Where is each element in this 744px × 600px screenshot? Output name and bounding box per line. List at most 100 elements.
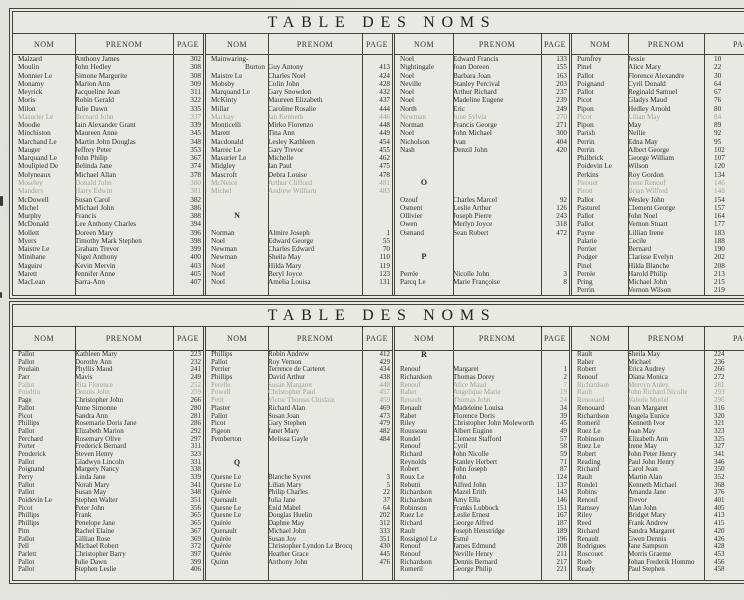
nom-cell: Perrier [211, 365, 231, 374]
group-header-row: NOM PRENOM PAGE [13, 34, 203, 55]
column-header: NOM [226, 334, 248, 343]
nom-cell: Moulin [18, 63, 40, 72]
nom-cell: Roux Le [400, 473, 425, 481]
prenom-cell: Brian Wilfred [628, 187, 668, 196]
prenom-cell: Frank [75, 511, 92, 520]
page-cell: 432 [379, 88, 390, 97]
group-header-row: NOM PRENOM PAGE [572, 34, 744, 55]
nom-cell: Meyrick [18, 88, 43, 97]
page-cell: 353 [190, 145, 201, 154]
table-row: Robinson Elizabeth Ann 325 [572, 435, 744, 444]
prenom-cell: Bernard [628, 245, 652, 254]
table-row: Renault Thomas John 24 [395, 396, 569, 405]
nom-cell: Newman [400, 112, 426, 121]
column-header: PAGE [176, 39, 200, 49]
blank-row [395, 187, 569, 195]
table-row: Plaster Richard Alan 469 [206, 403, 392, 413]
table-row: Renouf Diana Monica 272 [572, 373, 744, 382]
prenom-cell: Diana Monica [628, 373, 668, 382]
prenom-cell: Julie Dawn [75, 557, 107, 566]
page-cell: 202 [379, 511, 391, 520]
nom-cell: Neville [400, 79, 422, 88]
nom-cell: Rodrigues [577, 542, 606, 551]
column-divider [362, 327, 363, 581]
page-cell: 157 [714, 203, 725, 212]
page-cell: 316 [714, 403, 725, 412]
prenom-cell: Richard Alan [268, 403, 306, 412]
page-cell: 444 [379, 104, 390, 113]
page-cell: 270 [556, 112, 567, 121]
section-letter: Q [206, 458, 392, 467]
prenom-cell: Edward Francis [453, 55, 499, 63]
nom-cell: Nightingale [400, 63, 434, 72]
page-cell: 188 [714, 236, 725, 245]
page-cell: 123 [379, 269, 390, 278]
prenom-cell: Martin Alan [628, 473, 663, 481]
prenom-cell: Michael Allan [75, 170, 116, 179]
table-row: Robinson Franks Lubbock 151 [395, 503, 569, 513]
nom-cell: Renouf [577, 373, 598, 382]
table-row: Rodrigues Jane Sampson 428 [572, 542, 744, 551]
column-header: NOM [226, 39, 248, 49]
table-row: Rault Martin Alan 352 [572, 473, 744, 482]
page-cell: 219 [714, 286, 725, 295]
page-cell: 445 [379, 549, 391, 558]
nom-cell: Robert [577, 365, 597, 374]
section-letter-label: N [234, 211, 240, 221]
nom-cell: Rabet [400, 388, 417, 397]
table-row: Moulin John Hedley 308 [13, 63, 203, 71]
prenom-cell: Lesley Kathleen [268, 137, 315, 146]
prenom-cell: Susan May [75, 488, 107, 497]
table-row: Perrier Bernard 190 [572, 245, 744, 253]
nom-cell: Quenault [211, 526, 237, 535]
prenom-cell: Belinda Jane [75, 162, 112, 171]
column-header: NOM [589, 39, 611, 49]
table-row: Rault John Richard Nicolle 293 [572, 389, 744, 397]
prenom-cell: Erica Audrey [628, 365, 666, 374]
table-row: Perrée Harold Philip 213 [572, 270, 744, 278]
nom-cell: Perrée [577, 269, 596, 278]
nom-cell: Phillips [18, 511, 40, 520]
nom-cell: Riley [400, 419, 416, 428]
table-row: Pim Rachel Elaine 367 [13, 526, 203, 536]
nom-cell: Renouard [577, 396, 605, 405]
page-cell: 367 [190, 526, 202, 535]
prenom-cell: Susan Margaret [268, 380, 312, 389]
page-cell: 372 [190, 542, 202, 551]
table-row: Burton Guy Antony 413 [206, 63, 392, 71]
group-header-row: NOM PRENOM PAGE [395, 34, 569, 55]
prenom-cell: John Philip [75, 154, 108, 163]
section-letter-label: R [421, 351, 427, 359]
nom-cell: Newman [211, 245, 237, 254]
page-cell: 3 [386, 473, 391, 481]
prenom-cell: Ivan [453, 137, 466, 146]
table-row: Pallot Dorothy Ann 232 [13, 357, 203, 367]
table-row: Renouard Valerie Muriel 296 [572, 396, 744, 405]
prenom-cell: Peter John [75, 503, 105, 512]
nom-cell: Rault [400, 526, 416, 535]
page-cell: 341 [190, 480, 202, 489]
nom-cell: Quérée [211, 488, 232, 497]
nom-cell: Poignand [577, 79, 605, 88]
nom-cell: Mainwaring- [211, 55, 249, 63]
section-letter-label: O [420, 177, 428, 187]
page-cell: 369 [190, 534, 202, 543]
nom-cell: Rault [577, 351, 593, 358]
page-cell: 457 [379, 388, 391, 397]
prenom-cell: Phyllis Maud [75, 365, 113, 374]
nom-cell: Pallot [18, 351, 35, 358]
prenom-cell: Harry Edwin [75, 187, 113, 196]
page-cell: 232 [190, 357, 202, 366]
prenom-cell: Joan May [628, 426, 656, 435]
prenom-cell: Almire Joseph [268, 228, 310, 237]
prenom-cell: Morris Graeme [628, 549, 671, 558]
column-header: PAGE [365, 334, 389, 343]
column-header: PRENOM [647, 334, 685, 343]
prenom-cell: Hedley Arnold [628, 104, 671, 113]
page-cell: 483 [379, 187, 390, 196]
page-cell: 151 [556, 503, 568, 512]
page-cell: 2 [563, 373, 568, 382]
table-row: Rault Sheila May 224 [572, 351, 744, 359]
page-cell: 388 [190, 212, 201, 221]
table-row: Mauger Jeffrey Peter 353 [13, 146, 203, 154]
